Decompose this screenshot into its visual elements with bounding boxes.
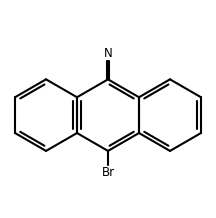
- Text: N: N: [104, 47, 112, 60]
- Text: Br: Br: [102, 166, 114, 179]
